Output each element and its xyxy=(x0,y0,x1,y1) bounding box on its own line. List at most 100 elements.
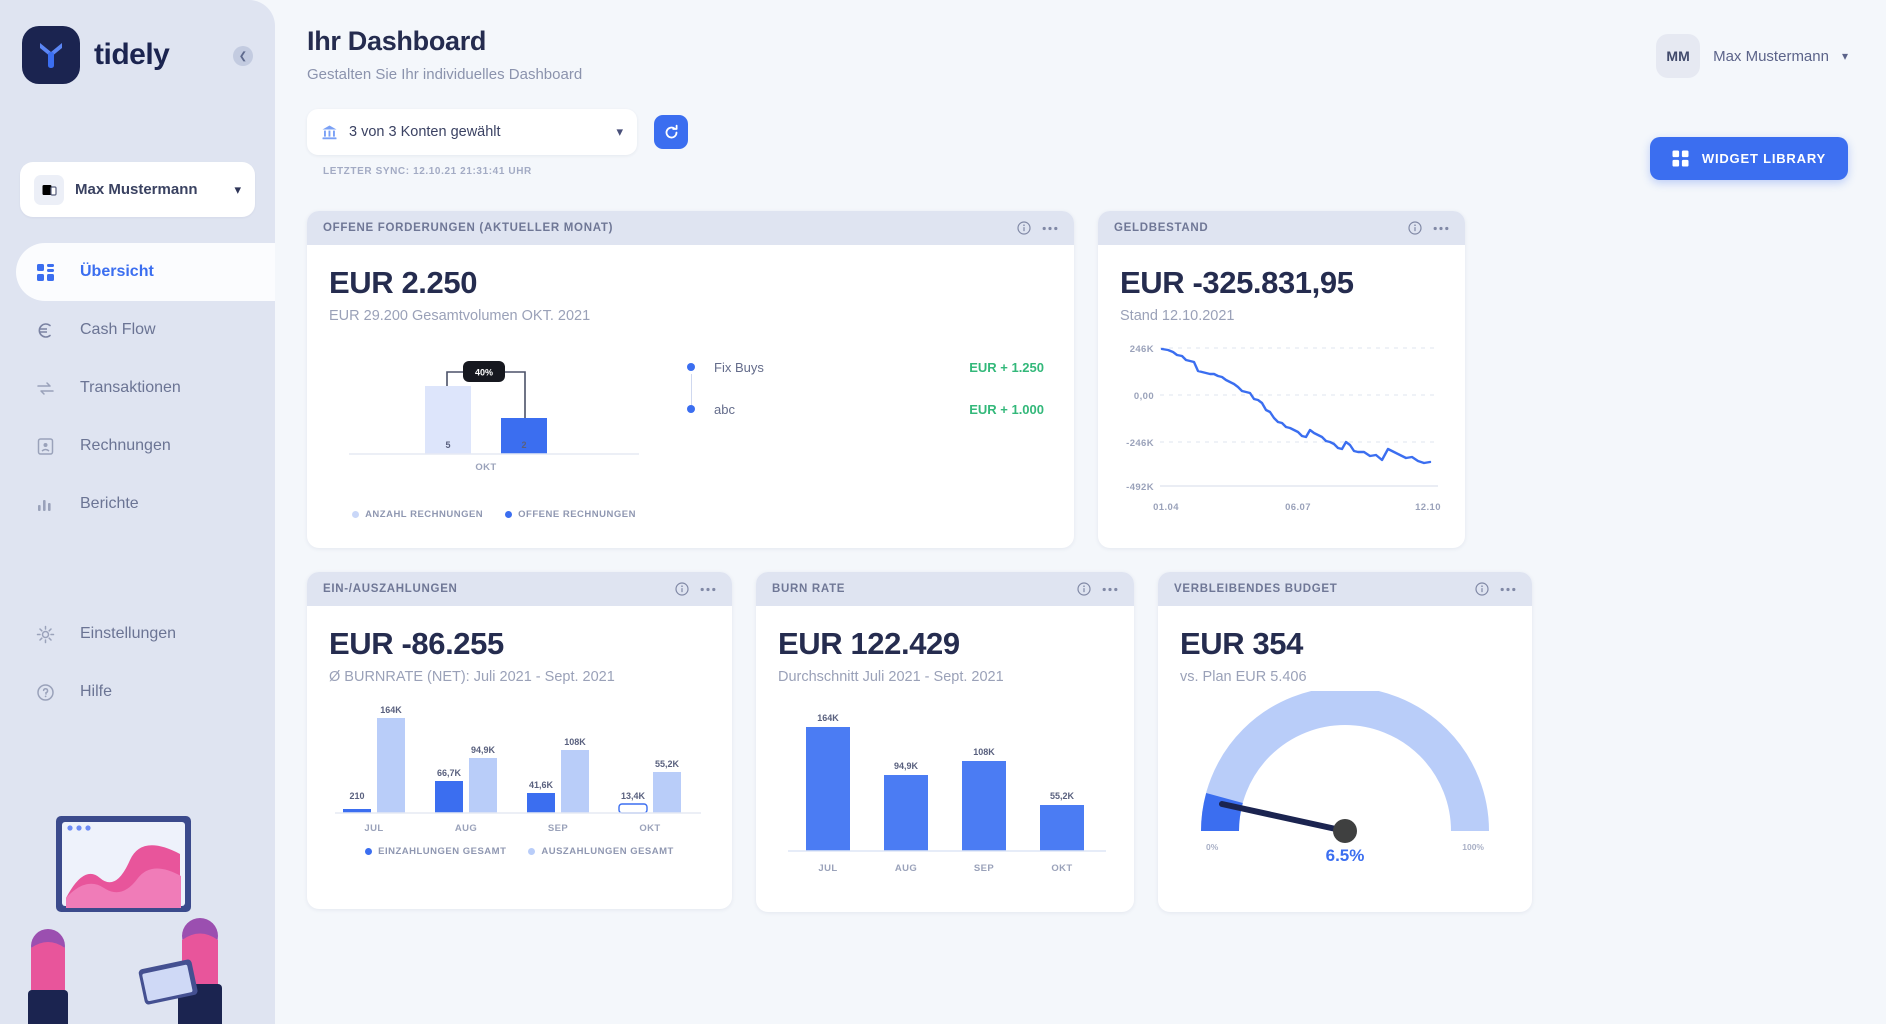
sidebar-item-cash-flow[interactable]: Cash Flow xyxy=(0,301,275,359)
toolbar: 3 von 3 Konten gewählt ▾ xyxy=(307,109,1848,155)
widget-actions xyxy=(1475,582,1516,596)
brand: tidely ❮ xyxy=(0,22,275,84)
sidebar-item-label: Transaktionen xyxy=(80,379,181,396)
sidebar-item-label: Übersicht xyxy=(80,263,154,280)
widget-header: OFFENE FORDERUNGEN (AKTUELLER MONAT) xyxy=(307,211,1074,245)
chevron-left-icon[interactable]: ❮ xyxy=(233,46,253,66)
refresh-button[interactable] xyxy=(654,115,688,149)
widget-library-label: WIDGET LIBRARY xyxy=(1701,151,1826,166)
widget-subtitle: EUR 29.200 Gesamtvolumen OKT. 2021 xyxy=(329,308,591,324)
legend-label: EINZAHLUNGEN GESAMT xyxy=(378,846,507,857)
widget-burn-rate: BURN RATE EUR 122.429 Durchschnitt Juli … xyxy=(756,572,1134,912)
bar-value-anzahl: 5 xyxy=(445,440,450,450)
percent-badge: 40% xyxy=(475,368,493,378)
widget-header: VERBLEIBENDES BUDGET xyxy=(1158,572,1532,606)
sidebar-item-rechnungen[interactable]: Rechnungen xyxy=(0,417,275,475)
avatar: MM xyxy=(1656,34,1701,78)
widget-actions xyxy=(1408,221,1449,235)
page-subtitle: Gestalten Sie Ihr individuelles Dashboar… xyxy=(307,66,583,83)
account-filter-label: 3 von 3 Konten gewählt xyxy=(349,124,501,140)
sidebar-item-label: Cash Flow xyxy=(80,321,156,338)
gauge-value-label: 6.5% xyxy=(1325,846,1365,865)
info-icon[interactable] xyxy=(1017,221,1031,235)
sidebar-item-hilfe[interactable]: Hilfe xyxy=(0,663,275,721)
more-options-icon[interactable] xyxy=(700,587,716,592)
widget-header: EIN-/AUSZAHLUNGEN xyxy=(307,572,732,606)
more-options-icon[interactable] xyxy=(1042,226,1058,231)
bar-label: 108K xyxy=(973,747,995,757)
bar-label: 55,2K xyxy=(655,759,680,769)
info-icon[interactable] xyxy=(675,582,689,596)
x-tick-label: OKT xyxy=(639,823,660,834)
widget-library-button[interactable]: WIDGET LIBRARY xyxy=(1649,137,1848,180)
info-icon[interactable] xyxy=(1077,582,1091,596)
bar-value-offene: 2 xyxy=(521,440,526,450)
forderungen-chart: 40% 5 2 OKT xyxy=(329,324,659,534)
widget-content-split: 40% 5 2 OKT xyxy=(329,324,1052,534)
more-options-icon[interactable] xyxy=(1500,587,1516,592)
widget-title: BURN RATE xyxy=(772,583,846,595)
legend-label: ANZAHL RECHNUNGEN xyxy=(365,509,484,520)
account-filter-dropdown[interactable]: 3 von 3 Konten gewählt ▾ xyxy=(307,109,637,155)
sidebar-nav: Übersicht Cash Flow xyxy=(0,243,275,721)
budget-gauge: 0% 100% 6.5% xyxy=(1180,691,1510,898)
sidebar-item-label: Rechnungen xyxy=(80,437,171,454)
sidebar-account-selector[interactable]: Max Mustermann ▾ xyxy=(20,162,255,217)
bullet-icon xyxy=(687,405,695,413)
legend-item: ANZAHL RECHNUNGEN xyxy=(352,509,483,520)
brand-name: tidely xyxy=(94,38,170,71)
widget-geldbestand: GELDBESTAND EUR -325.831,95 Stand 12.10.… xyxy=(1098,211,1465,548)
nav-spacer xyxy=(0,533,275,605)
x-tick-label: JUL xyxy=(818,863,837,874)
widget-body: EUR -325.831,95 Stand 12.10.2021 246K 0,… xyxy=(1098,245,1465,548)
sidebar-account-label: Max Mustermann xyxy=(75,181,198,198)
topbar: Ihr Dashboard Gestalten Sie Ihr individu… xyxy=(307,26,1848,83)
sidebar: tidely ❮ Max Mustermann ▾ xyxy=(0,0,275,1024)
y-tick-label: 246K xyxy=(1130,344,1154,355)
bar-label: 94,9K xyxy=(894,761,919,771)
widget-subtitle: vs. Plan EUR 5.406 xyxy=(1180,669,1307,685)
gauge-needle xyxy=(1219,801,1348,834)
user-menu[interactable]: MM Max Mustermann ▾ xyxy=(1656,26,1848,78)
sidebar-item-einstellungen[interactable]: Einstellungen xyxy=(0,605,275,663)
chart-legend: EINZAHLUNGEN GESAMT AUSZAHLUNGEN GESAMT xyxy=(329,846,710,861)
sidebar-item-transaktionen[interactable]: Transaktionen xyxy=(0,359,275,417)
line-series xyxy=(1160,347,1432,465)
chevron-down-icon: ▾ xyxy=(616,124,623,139)
gauge-min-label: 0% xyxy=(1206,842,1219,852)
widget-offene-forderungen: OFFENE FORDERUNGEN (AKTUELLER MONAT) EUR… xyxy=(307,211,1074,548)
bar-label: 13,4K xyxy=(621,791,646,801)
bar-label: 164K xyxy=(817,713,839,723)
widget-title: EIN-/AUSZAHLUNGEN xyxy=(323,583,458,595)
legend-item: AUSZAHLUNGEN GESAMT xyxy=(528,846,673,857)
y-tick-label: -492K xyxy=(1126,482,1154,493)
widget-title: VERBLEIBENDES BUDGET xyxy=(1174,583,1338,595)
widget-value: EUR -86.255 xyxy=(329,626,504,661)
sidebar-item-berichte[interactable]: Berichte xyxy=(0,475,275,533)
bullet-icon xyxy=(687,363,695,371)
main-content: Ihr Dashboard Gestalten Sie Ihr individu… xyxy=(275,0,1886,1024)
gauge-hub xyxy=(1333,819,1357,843)
last-sync-text: LETZTER SYNC: 12.10.21 21:31:41 UHR xyxy=(323,166,532,177)
widget-value: EUR 122.429 xyxy=(778,626,960,661)
info-icon[interactable] xyxy=(1408,221,1422,235)
forderungen-breakdown: Fix Buys EUR + 1.250 abc EUR + 1.000 xyxy=(659,324,1052,534)
legend-swatch xyxy=(365,848,373,855)
gear-icon xyxy=(36,625,62,644)
widget-value: EUR -325.831,95 xyxy=(1120,265,1354,300)
more-options-icon[interactable] xyxy=(1102,587,1118,592)
transactions-icon xyxy=(36,379,62,398)
y-tick-label: -246K xyxy=(1126,438,1154,449)
page-heading: Ihr Dashboard Gestalten Sie Ihr individu… xyxy=(307,26,582,83)
widget-actions xyxy=(1077,582,1118,596)
ein-auszahlungen-chart: 210 164K 66,7K 94,9K 41,6K xyxy=(329,691,710,895)
sidebar-item-label: Hilfe xyxy=(80,683,113,700)
x-axis-label: OKT xyxy=(475,462,496,473)
more-options-icon[interactable] xyxy=(1433,226,1449,231)
legend-label: AUSZAHLUNGEN GESAMT xyxy=(541,846,674,857)
item-name: abc xyxy=(714,401,735,417)
item-name: Fix Buys xyxy=(714,359,764,375)
sidebar-item-ubersicht[interactable]: Übersicht xyxy=(16,243,275,301)
info-icon[interactable] xyxy=(1475,582,1489,596)
page-title: Ihr Dashboard xyxy=(307,26,487,56)
